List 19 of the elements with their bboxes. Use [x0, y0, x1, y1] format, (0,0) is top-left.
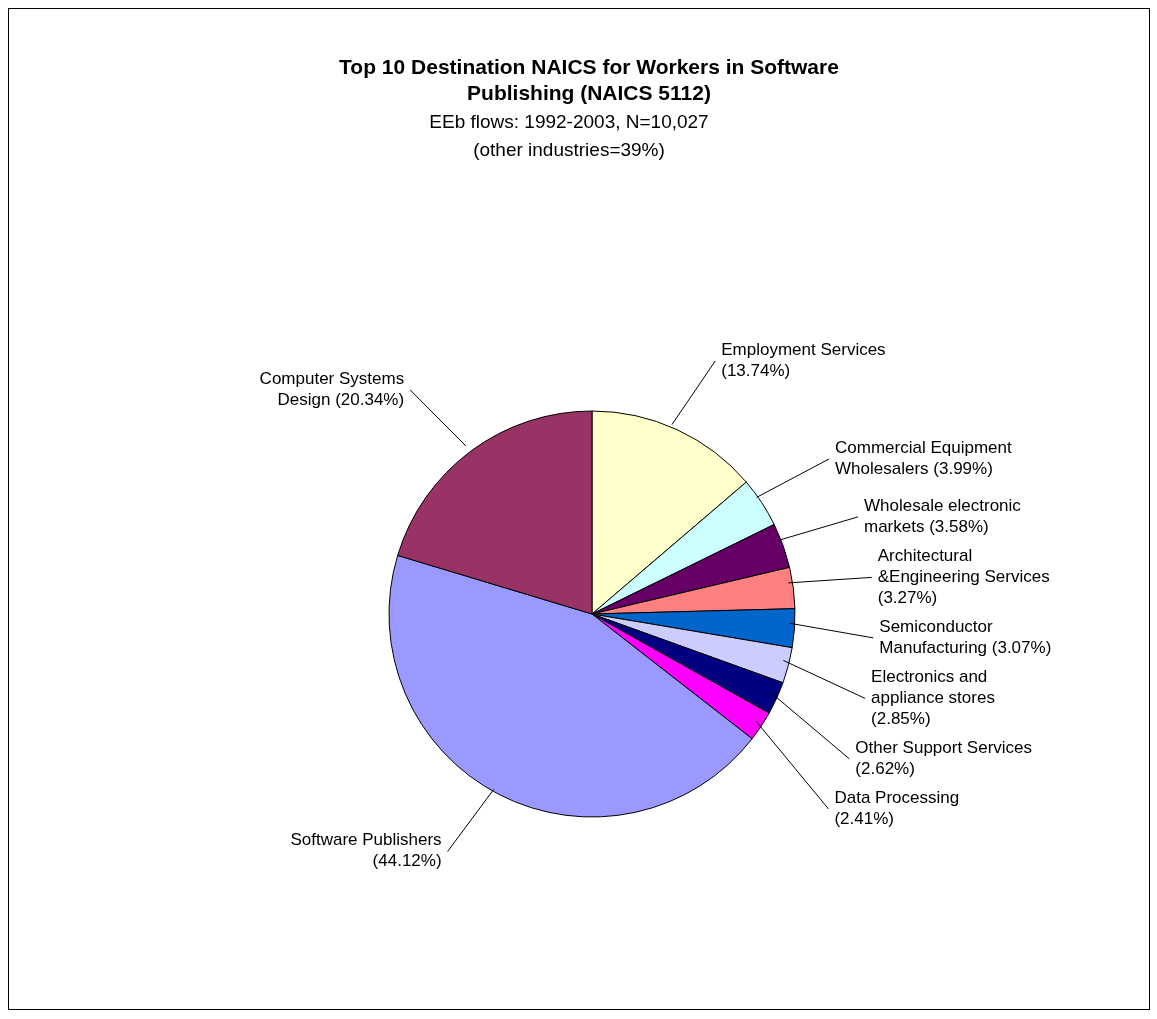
data-label: (13.74%) — [721, 361, 791, 381]
slice-label: Software Publishers — [290, 830, 442, 850]
slice-label: Other Support Services — [855, 737, 1033, 757]
slice-label: Commercial Equipment Wholesalers (3.99%) — [835, 437, 1012, 478]
data-label: (2.41%) — [834, 808, 894, 828]
slice-label: Employment Services — [721, 340, 886, 360]
chart-title: Top 10 Destination NAICS for Workers in Software Publishing (NAICS 5112) — [338, 54, 840, 106]
slice-label: Semiconductor Manufacturing (3.07%) — [879, 616, 1052, 657]
slice-label: Computer Systems Design (20.34%) — [259, 368, 405, 409]
data-label: (44.12%) — [372, 851, 442, 871]
slice-label: Electronics and appliance stores — [871, 666, 995, 707]
data-label: (3.27%) — [877, 587, 938, 607]
slice-label: Architectural &Engineering Services — [877, 545, 1050, 586]
chart-subtitle: EEb flows: 1992-2003, N=10,027 — [428, 110, 710, 134]
data-label: (2.62%) — [855, 758, 915, 778]
slice-label: Data Processing — [834, 787, 960, 807]
slice-label: Wholesale electronic markets (3.58%) — [863, 495, 1022, 536]
text: (other industries=39%) — [472, 138, 666, 162]
data-label: (2.85%) — [871, 708, 931, 728]
